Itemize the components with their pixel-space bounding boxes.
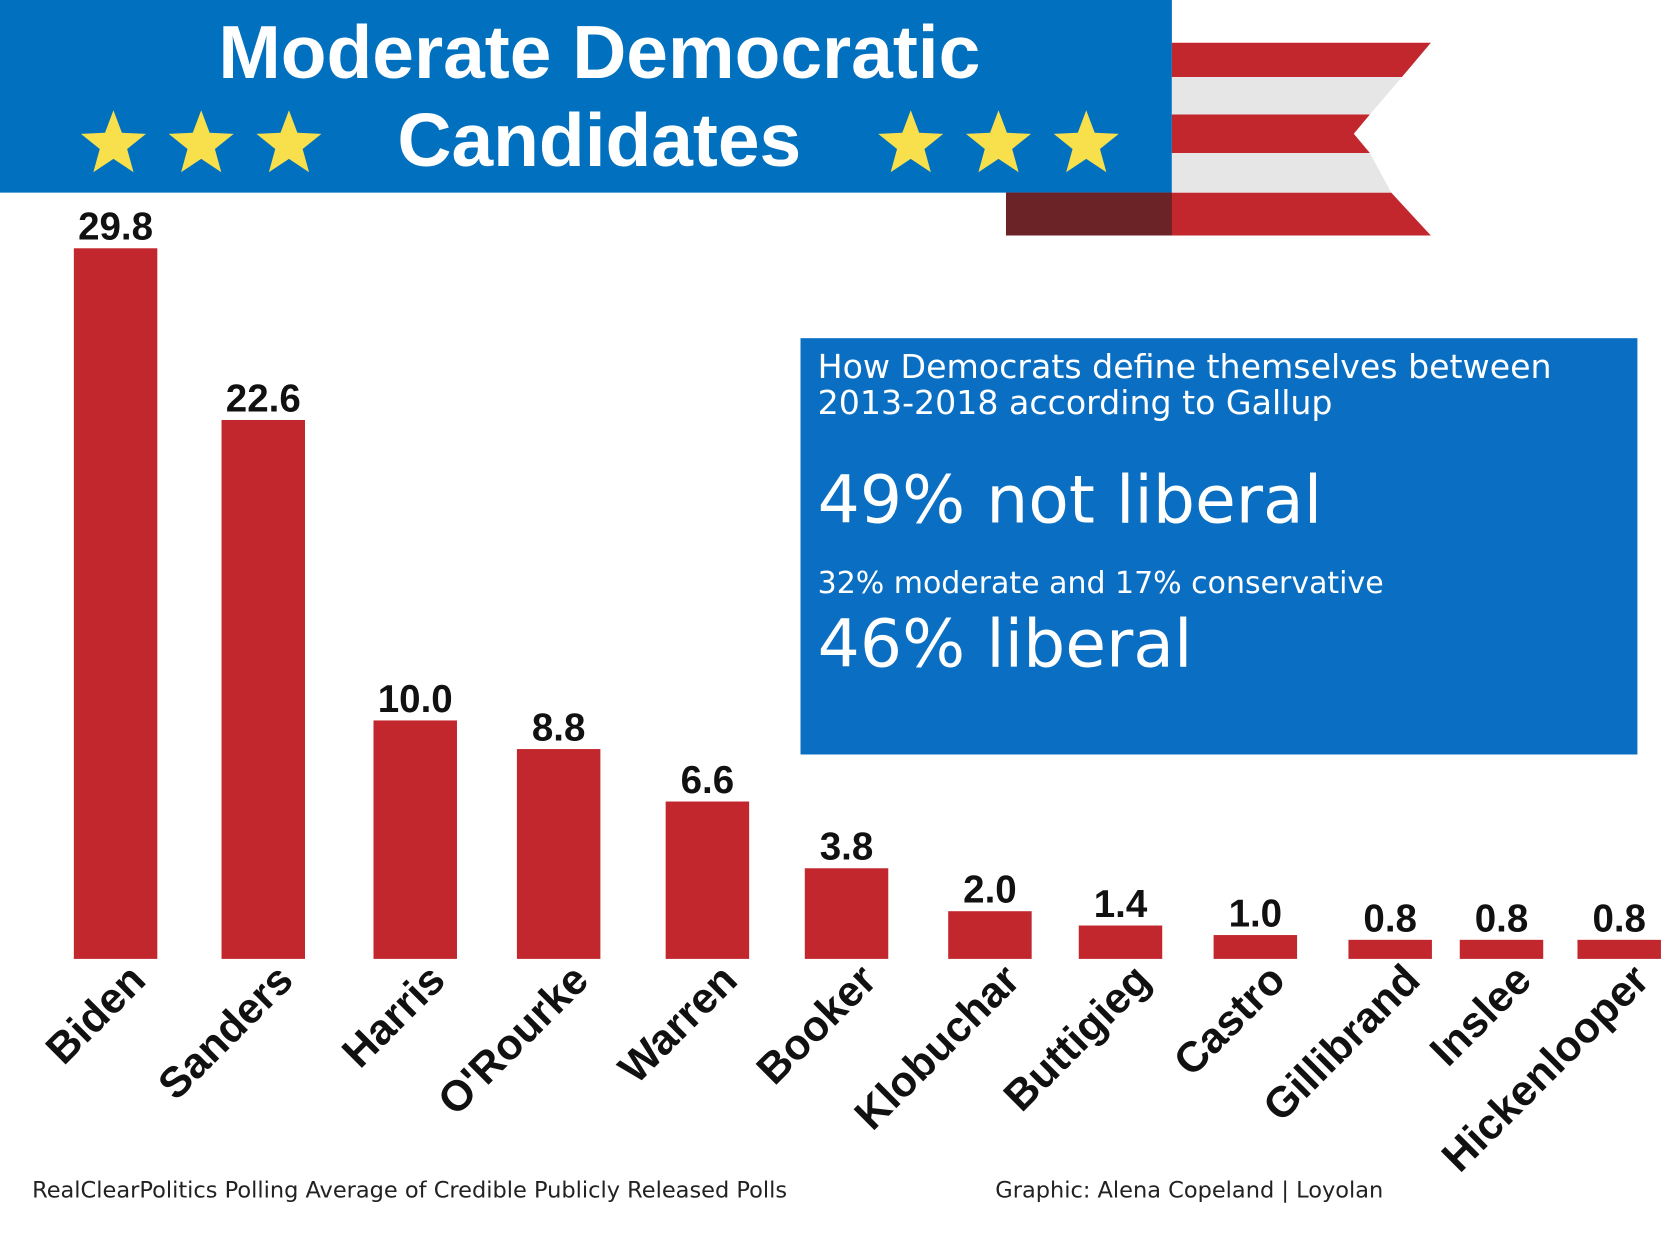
value-label: 6.6: [681, 759, 735, 802]
flag: [1005, 42, 1431, 236]
credit: Graphic: Alena Copeland | Loyolan: [995, 1177, 1384, 1203]
value-label: 10.0: [378, 678, 453, 721]
bar: [1577, 939, 1661, 959]
chart-title: Moderate Democratic Candidates: [218, 10, 981, 182]
star: [1053, 110, 1119, 173]
x-tick-label: Castro: [1165, 956, 1295, 1086]
value-label: 1.0: [1229, 892, 1283, 935]
x-tick-label: Biden: [37, 956, 155, 1074]
x-tick-label: Sanders: [149, 956, 302, 1109]
annotation-line: 32% moderate and 17% conservative: [817, 565, 1384, 601]
annotation-line: 49% not liberal: [817, 460, 1323, 539]
bar: [804, 868, 889, 959]
star: [80, 110, 146, 173]
bar: [1078, 925, 1163, 959]
x-tick-label: O'Rourke: [429, 956, 598, 1125]
value-label: 2.0: [963, 869, 1017, 912]
value-label: 8.8: [532, 706, 586, 749]
star: [878, 110, 944, 173]
bar: [73, 248, 158, 959]
stars: [80, 110, 1119, 173]
annotation-line: 46% liberal: [817, 604, 1193, 683]
bar: [221, 419, 306, 959]
value-label: 0.8: [1363, 897, 1417, 940]
bar: [1213, 935, 1298, 959]
value-label: 1.4: [1094, 883, 1148, 926]
source: RealClearPolitics Polling Average of Cre…: [32, 1177, 788, 1203]
bar: [1348, 939, 1432, 959]
x-tick-label: Harris: [333, 956, 454, 1077]
value-label: 0.8: [1475, 897, 1529, 940]
bar: [948, 911, 1032, 959]
value-label: 22.6: [226, 377, 301, 420]
star: [965, 110, 1032, 173]
star: [168, 110, 234, 173]
annotation-box: How Democrats define themselves between …: [800, 338, 1638, 755]
x-tick-label: Hickenlooper: [1433, 956, 1659, 1182]
x-tick-label: Warren: [609, 956, 746, 1093]
value-label: 3.8: [820, 826, 874, 869]
value-label: 0.8: [1592, 897, 1646, 940]
star: [256, 110, 322, 173]
bar: [1459, 939, 1544, 959]
annotation-heading: How Democrats define themselves between …: [817, 347, 1552, 423]
value-label: 29.8: [78, 206, 153, 249]
bar: [665, 801, 750, 959]
x-tick-label: Booker: [747, 956, 885, 1094]
bar: [373, 720, 457, 959]
bar: [516, 749, 601, 959]
